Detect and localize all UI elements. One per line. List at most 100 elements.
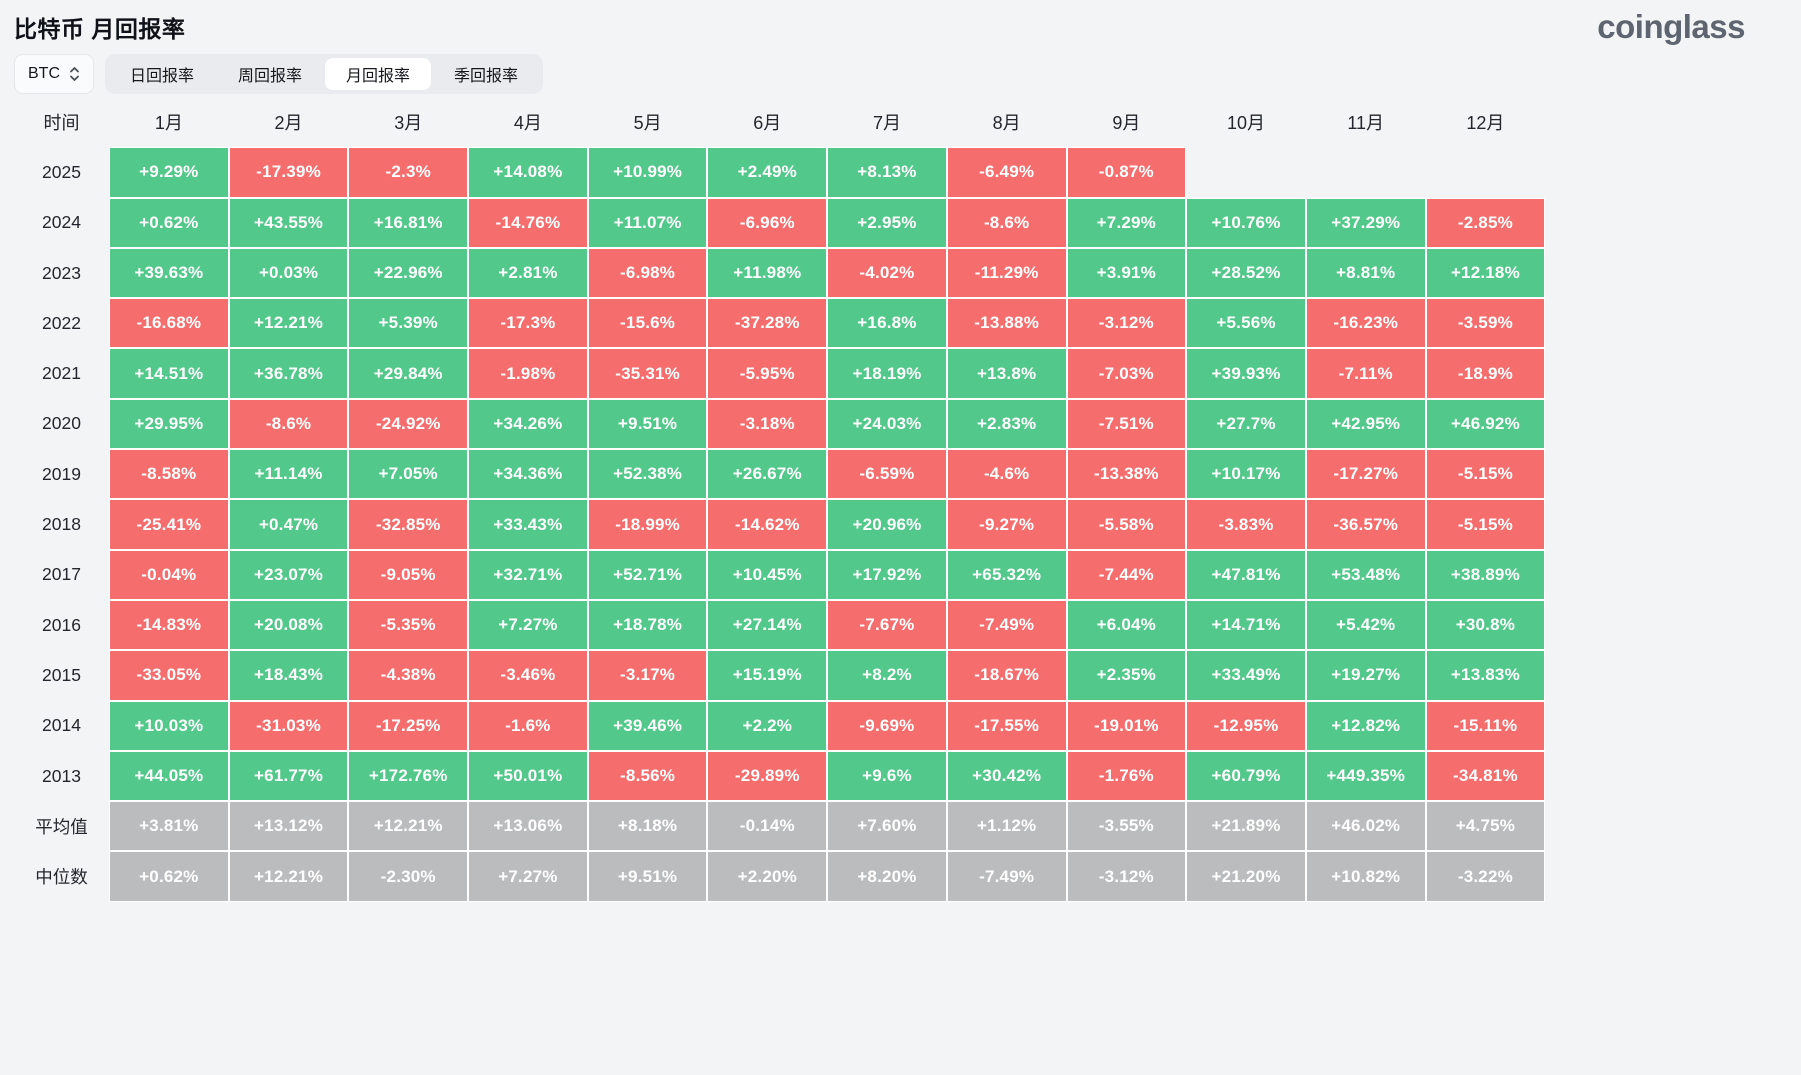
return-cell: -4.02%	[827, 247, 947, 299]
month-column-header: 7月	[872, 113, 901, 134]
return-cell: -34.81%	[1425, 750, 1546, 802]
return-cell: -9.27%	[946, 499, 1067, 550]
return-cell: -3.55%	[1066, 801, 1187, 852]
return-cell: +13.12%	[228, 801, 349, 852]
return-cell: +28.52%	[1186, 247, 1306, 299]
return-cell: -6.49%	[946, 147, 1067, 198]
return-cell: +24.03%	[827, 398, 947, 450]
return-cell: -3.18%	[707, 398, 828, 450]
tab-quarterly-returns[interactable]: 季回报率	[433, 58, 539, 90]
return-cell: -9.69%	[827, 700, 947, 751]
return-cell: +2.35%	[1066, 650, 1187, 701]
tab-weekly-returns[interactable]: 周回报率	[217, 58, 323, 90]
return-cell: -24.92%	[348, 398, 469, 450]
return-cell: +7.60%	[827, 801, 947, 852]
return-cell: -5.95%	[707, 348, 828, 399]
return-cell: +27.7%	[1186, 398, 1306, 450]
return-cell: -2.3%	[348, 147, 469, 198]
return-cell: -8.6%	[946, 197, 1067, 248]
return-cell: +18.19%	[827, 348, 947, 399]
return-cell: +10.82%	[1305, 851, 1426, 902]
return-cell: -17.27%	[1305, 449, 1426, 500]
tab-monthly-returns[interactable]: 月回报率	[325, 58, 432, 90]
row-label: 2017	[42, 564, 81, 585]
return-cell: +10.17%	[1186, 449, 1306, 500]
return-cell: -6.96%	[707, 197, 828, 248]
row-label: 2014	[42, 715, 81, 736]
return-cell: -1.6%	[468, 700, 588, 751]
return-cell: -7.44%	[1066, 549, 1187, 600]
month-column-header: 1月	[154, 113, 183, 134]
tab-daily-returns[interactable]: 日回报率	[109, 58, 215, 90]
return-cell: +16.81%	[348, 197, 469, 248]
return-cell: -2.85%	[1425, 197, 1546, 248]
return-cell: -7.03%	[1066, 348, 1187, 399]
return-cell: -8.6%	[228, 398, 349, 450]
return-cell: +11.14%	[228, 449, 349, 500]
return-cell: +22.96%	[348, 247, 469, 299]
return-cell: -8.56%	[587, 750, 708, 802]
return-cell: +14.08%	[468, 147, 588, 198]
return-cell: +23.07%	[228, 549, 349, 600]
return-cell: +2.2%	[707, 700, 828, 751]
return-cell: +7.27%	[468, 599, 588, 651]
topbar: 比特币 月回报率 coinglass	[14, 0, 1787, 46]
return-cell: +29.95%	[109, 398, 229, 450]
return-cell: +14.51%	[109, 348, 229, 399]
return-cell: +8.81%	[1305, 247, 1426, 299]
return-cell: -18.99%	[587, 499, 708, 550]
month-column-header: 2月	[274, 113, 303, 134]
return-cell: -14.62%	[707, 499, 828, 550]
return-cell: +12.21%	[228, 298, 349, 349]
month-column-header: 8月	[992, 113, 1021, 134]
row-label: 2023	[42, 262, 81, 283]
return-cell: -29.89%	[707, 750, 828, 802]
return-cell: +12.82%	[1305, 700, 1426, 751]
row-label: 2016	[42, 614, 81, 635]
return-cell: -15.6%	[587, 298, 708, 349]
row-label: 平均值	[35, 816, 88, 837]
return-cell: +5.56%	[1186, 298, 1306, 349]
return-cell: +61.77%	[228, 750, 349, 802]
return-cell: +9.51%	[587, 398, 708, 450]
return-cell: -1.76%	[1066, 750, 1187, 802]
return-cell: +13.83%	[1425, 650, 1546, 701]
return-cell: +33.49%	[1186, 650, 1306, 701]
return-cell: +8.13%	[827, 147, 947, 198]
row-label: 中位数	[35, 867, 88, 888]
return-cell: +0.62%	[109, 197, 229, 248]
return-cell: +60.79%	[1186, 750, 1306, 802]
return-cell: +39.46%	[587, 700, 708, 751]
row-label: 2024	[42, 212, 81, 233]
return-cell: +32.71%	[468, 549, 588, 600]
return-cell: +8.20%	[827, 851, 947, 902]
return-cell: +47.81%	[1186, 549, 1306, 600]
return-cell: -36.57%	[1305, 499, 1426, 550]
month-column-header: 3月	[394, 113, 423, 134]
return-cell: +12.21%	[348, 801, 469, 852]
time-column-header: 时间	[43, 113, 80, 134]
return-cell: -13.88%	[946, 298, 1067, 349]
return-cell: -14.83%	[109, 599, 229, 651]
return-cell: -7.49%	[946, 851, 1067, 902]
return-cell: -4.6%	[946, 449, 1067, 500]
return-cell: +34.26%	[468, 398, 588, 450]
return-cell: -19.01%	[1066, 700, 1187, 751]
return-cell: -3.12%	[1066, 851, 1187, 902]
return-cell: +12.18%	[1425, 247, 1546, 299]
row-label: 2020	[42, 413, 81, 434]
return-cell: +18.78%	[587, 599, 708, 651]
return-cell: -14.76%	[468, 197, 588, 248]
return-cell: +0.62%	[109, 851, 229, 902]
return-cell: +7.27%	[468, 851, 588, 902]
return-cell: +13.06%	[468, 801, 588, 852]
return-cell: +10.99%	[587, 147, 708, 198]
return-cell: +2.83%	[946, 398, 1067, 450]
return-cell: +27.14%	[707, 599, 828, 651]
return-cell: +46.02%	[1305, 801, 1426, 852]
coin-selector[interactable]: BTC	[14, 54, 94, 94]
return-cell: +8.18%	[587, 801, 708, 852]
return-cell: -3.83%	[1186, 499, 1306, 550]
return-cell: -11.29%	[946, 247, 1067, 299]
return-cell: +26.67%	[707, 449, 828, 500]
